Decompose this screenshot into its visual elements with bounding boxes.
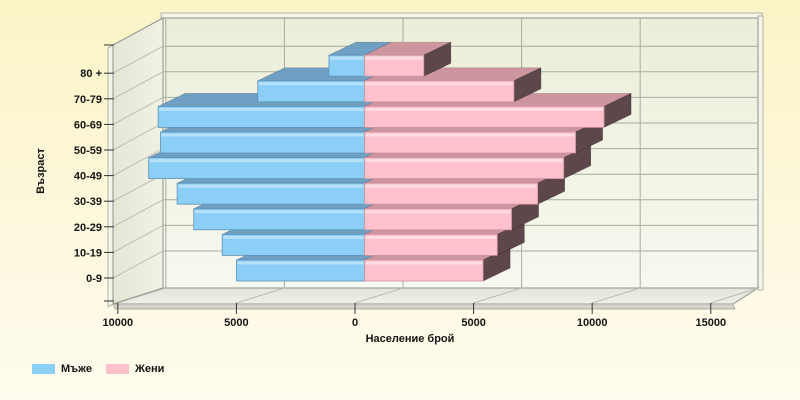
female-bar-highlight (365, 56, 423, 60)
female-bar-highlight (365, 210, 511, 214)
female-bar (364, 208, 512, 231)
female-bar-highlight (365, 159, 563, 163)
gridline-floor (710, 287, 759, 304)
y-tick-label: 0-9 (86, 273, 102, 285)
female-bar-highlight (365, 107, 604, 111)
female-bar-highlight (365, 82, 513, 86)
male-bar-highlight (149, 159, 364, 163)
x-tick-label: 10000 (577, 317, 608, 329)
floor-front-bevel (112, 303, 736, 310)
y-tick-label: 30-39 (74, 196, 102, 208)
x-tick-label: 5000 (461, 317, 485, 329)
plot-floor (112, 287, 760, 305)
female-bar (364, 259, 484, 282)
legend-label-male: Мъже (61, 363, 92, 375)
gridline-sidewall (112, 199, 164, 228)
x-axis-title: Население брой (365, 333, 455, 345)
female-bar (364, 157, 565, 180)
gridline-floor (236, 287, 285, 304)
female-bar (364, 106, 605, 128)
gridline-sidewall (112, 45, 164, 74)
y-tick-label: 50-59 (74, 145, 102, 157)
legend-item-male: Мъже (32, 363, 92, 375)
male-bar-highlight (178, 184, 364, 188)
female-bar-highlight (365, 184, 537, 188)
female-bar (364, 233, 498, 256)
gridline-floor (354, 287, 404, 304)
gridline-sidewall (112, 148, 164, 177)
y-tick-label: 10-19 (74, 247, 102, 259)
y-tick-label: 40-49 (74, 171, 102, 183)
male-bar-highlight (258, 82, 364, 86)
female-bar (364, 54, 425, 77)
male-bar-highlight (223, 235, 364, 239)
legend-label-female: Жени (134, 363, 165, 375)
y-tick-label: 70-79 (74, 94, 102, 106)
wall-top-bevel (160, 12, 763, 19)
female-bar (364, 80, 515, 103)
gridline-sidewall (112, 250, 164, 279)
y-tick-label: 80 + (80, 68, 102, 80)
y-axis-title: Възраст (35, 148, 47, 194)
gridline-floor (473, 287, 522, 304)
gridline-sidewall (112, 224, 164, 253)
female-bar (364, 182, 539, 205)
bar-row-20-29 (193, 195, 539, 231)
bar-row-80 + (328, 41, 452, 77)
legend-swatch-male (32, 364, 55, 374)
male-bar-highlight (329, 56, 364, 60)
female-bar-highlight (365, 133, 575, 137)
y-tick-label: 20-29 (74, 222, 102, 234)
x-tick-label: 0 (352, 317, 358, 329)
male-bar-highlight (237, 261, 364, 265)
x-tick-label: 5000 (224, 317, 248, 329)
legend-item-female: Жени (105, 363, 165, 375)
male-bar-highlight (159, 107, 364, 111)
female-bar (364, 131, 576, 154)
male-bar-highlight (161, 133, 364, 137)
wall-right-bevel (757, 15, 764, 291)
female-bar-highlight (365, 261, 483, 265)
female-bar-highlight (365, 235, 497, 239)
axis-ticks (104, 44, 712, 314)
x-tick-label: 15000 (695, 317, 726, 329)
gridline-sidewall (112, 71, 164, 100)
gridline-floor (117, 287, 166, 304)
axis-tick-labels: 0-9 10-19 20-29 30-39 40-49 50-59 60-69 70-79 80… (74, 68, 726, 329)
legend-swatch-female (105, 364, 129, 374)
x-tick-label: 10000 (103, 317, 134, 329)
y-tick-label: 60-69 (74, 119, 102, 131)
gridline-sidewall (112, 96, 164, 125)
gridline-floor (592, 287, 641, 304)
bars-layer (148, 41, 632, 282)
male-bar-highlight (194, 210, 364, 214)
legend: Мъже Жени (32, 363, 164, 375)
gridline-sidewall (112, 122, 164, 151)
